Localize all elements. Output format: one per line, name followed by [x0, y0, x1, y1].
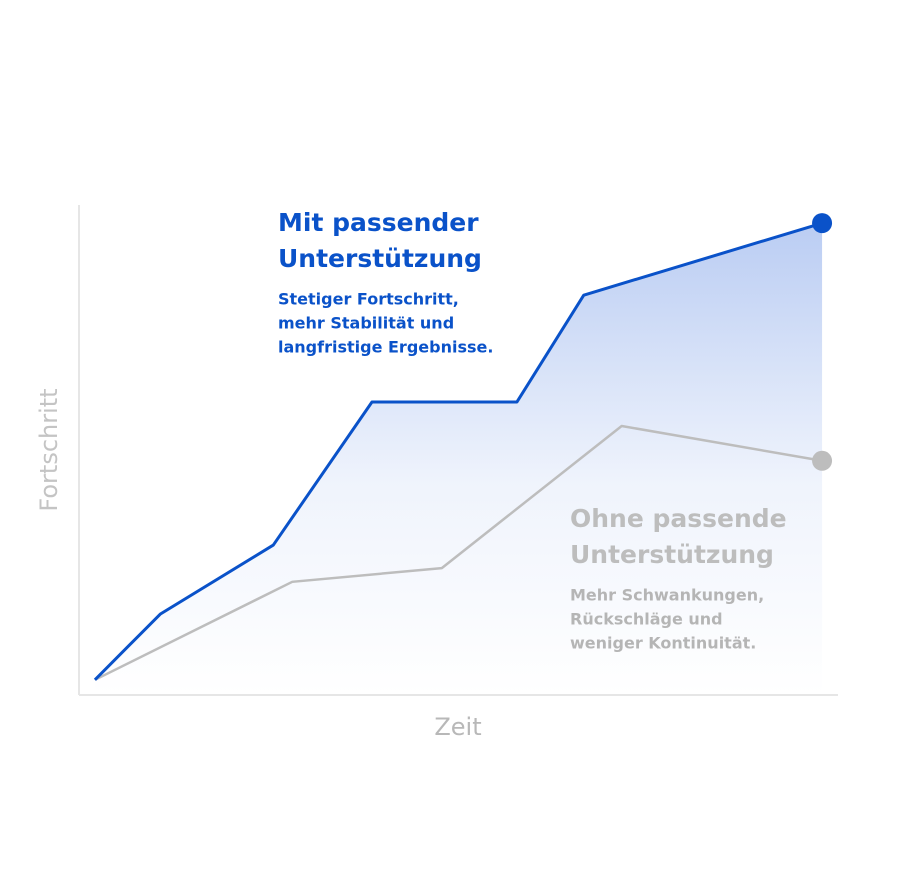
y-axis-label: Fortschritt	[35, 388, 63, 511]
series-description: weniger Kontinuität.	[570, 634, 756, 653]
end-point	[812, 450, 833, 471]
series-title: Ohne passende	[570, 504, 787, 533]
series-title: Unterstützung	[570, 540, 774, 569]
series-line	[94, 424, 823, 681]
series-title: Mit passender	[278, 208, 479, 237]
series-description: Mehr Schwankungen,	[570, 586, 764, 605]
series-description: langfristige Ergebnisse.	[278, 338, 493, 357]
series-description: Stetiger Fortschritt,	[278, 290, 459, 309]
series-line	[93, 221, 823, 681]
series-description: mehr Stabilität und	[278, 314, 454, 333]
series-description: Rückschläge und	[570, 610, 723, 629]
series-title: Unterstützung	[278, 244, 482, 273]
x-axis-label: Zeit	[434, 713, 481, 741]
area-fill	[94, 223, 823, 695]
end-point	[812, 213, 833, 234]
